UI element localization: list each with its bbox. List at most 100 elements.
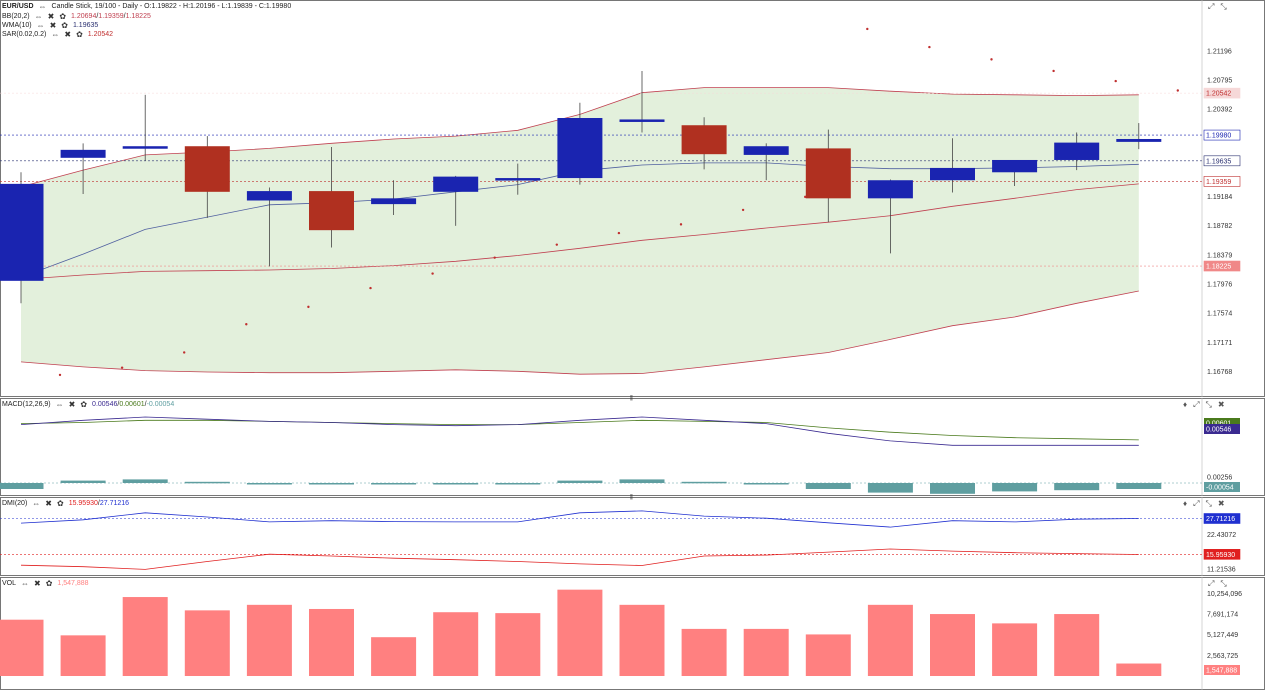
macd-line: [20, 416, 1139, 446]
close-icon[interactable]: ✖: [1217, 499, 1225, 508]
candle-body: [184, 146, 230, 192]
volume-bar: [60, 635, 106, 676]
close-icon[interactable]: ✖: [1217, 400, 1225, 409]
collapse-icon[interactable]: ⤡: [1220, 579, 1227, 588]
vol-value: 1,547,888: [57, 580, 89, 587]
close-icon[interactable]: ✖: [49, 21, 57, 30]
gear-icon[interactable]: ✿: [76, 30, 83, 39]
expand-icon[interactable]: ⤢: [1208, 2, 1215, 11]
candle: [309, 146, 354, 248]
close-icon[interactable]: ✖: [34, 579, 41, 588]
candle: [60, 143, 106, 194]
bollinger-mid-line: [20, 183, 1139, 280]
macd-name: MACD(12,26,9): [2, 401, 51, 408]
volume-bar: [743, 628, 789, 676]
volume-bar: [371, 637, 417, 676]
price-axis-tick: 1.19184: [1207, 194, 1232, 201]
candle-body: [60, 149, 106, 158]
price-tag-label: 1.19980: [1206, 133, 1231, 140]
bb-name: BB(20,2): [2, 13, 30, 20]
dmi-panel-frame: [0, 497, 1265, 576]
price-axis-tick: 1.17976: [1207, 282, 1232, 289]
panel-resize-handle[interactable]: ‖: [630, 495, 633, 502]
expand-icon[interactable]: ⤢: [1193, 499, 1200, 508]
collapse-icon[interactable]: ⤡: [1220, 2, 1227, 11]
candle-body: [681, 125, 727, 155]
close-icon[interactable]: ✖: [64, 30, 72, 39]
candle-body: [557, 118, 603, 179]
price-tag-box: [1203, 513, 1241, 524]
link-icon[interactable]: ⇔: [38, 2, 47, 11]
candle-body: [246, 191, 292, 201]
candle-body: [371, 198, 417, 205]
gear-icon[interactable]: ✿: [80, 400, 88, 409]
gear-icon[interactable]: ✿: [45, 579, 53, 588]
candle: [184, 136, 230, 218]
gear-icon[interactable]: ✿: [61, 21, 68, 30]
macd-histogram-bar: [681, 481, 727, 484]
macd-tag-box: [1204, 482, 1240, 492]
macd-histogram-bar: [433, 483, 479, 485]
volume-bar: [1116, 663, 1162, 676]
dmi-name: DMI(20): [2, 500, 28, 507]
macd-histogram-bar: [619, 479, 665, 483]
gear-icon[interactable]: ✿: [56, 499, 64, 508]
link-icon[interactable]: ⇔: [36, 21, 45, 30]
candle: [930, 138, 975, 193]
link-icon[interactable]: ⇔: [21, 579, 30, 588]
price-tag-box: [1203, 155, 1241, 167]
expand-icon[interactable]: ⤢: [1208, 579, 1215, 588]
sar-dot: [183, 351, 186, 354]
sar-dot: [369, 286, 372, 290]
sar-dot: [866, 27, 869, 31]
bollinger-band-area: [21, 87, 1139, 375]
macd-histogram-bar: [309, 483, 354, 485]
expand-icon[interactable]: ⤢: [1193, 400, 1200, 409]
link-icon[interactable]: ⇔: [32, 499, 41, 508]
candle: [1054, 132, 1100, 171]
vol-panel-header: VOL ⇔ ✖ ✿ 1,547,888: [2, 579, 89, 588]
vol-name: VOL: [2, 580, 17, 587]
price-tag-label: 1.19359: [1206, 179, 1231, 186]
price-axis-tick: 1.20795: [1207, 78, 1232, 85]
close-icon[interactable]: ✖: [68, 400, 76, 409]
candle-body: [0, 183, 44, 281]
dmi-window-controls: ♦ ⤢ ⤡ ✖: [1183, 499, 1225, 509]
candle: [1116, 123, 1162, 150]
price-axis-tick: 1.17574: [1207, 311, 1232, 318]
gear-icon[interactable]: ✿: [59, 12, 67, 21]
collapse-icon[interactable]: ⤡: [1205, 499, 1212, 508]
vol-axis-tick: 7,691,174: [1207, 612, 1238, 619]
vol-axis-tick: 10,254,096: [1207, 591, 1242, 598]
price-axis-tick: 1.16768: [1207, 369, 1232, 376]
symbol-label: EUR/USD: [2, 3, 34, 10]
price-tag-label: 15.95930: [1206, 552, 1235, 559]
move-up-icon[interactable]: ♦: [1183, 400, 1188, 409]
candle: [743, 143, 789, 181]
macd-tag-label: -0.00054: [1206, 485, 1234, 492]
macd-histogram-bar: [1054, 483, 1100, 491]
candle-body: [867, 180, 913, 199]
collapse-icon[interactable]: ⤡: [1205, 400, 1212, 409]
move-up-icon[interactable]: ♦: [1183, 499, 1188, 508]
sar-dot: [1176, 89, 1180, 92]
candle: [992, 159, 1038, 187]
price-tag-label: 1.20542: [1206, 91, 1231, 98]
price-tag-label: 1.18225: [1206, 264, 1231, 271]
vol-tag-box: [1204, 665, 1240, 675]
link-icon[interactable]: ⇔: [34, 12, 43, 21]
candle-body: [309, 191, 354, 231]
bollinger-lower-line: [20, 290, 1139, 375]
link-icon[interactable]: ⇔: [51, 30, 60, 39]
close-icon[interactable]: ✖: [45, 499, 52, 508]
price-axis-tick: 1.18782: [1207, 223, 1232, 230]
panel-resize-handle[interactable]: ‖: [630, 396, 633, 403]
price-tag-label: 27.71216: [1206, 516, 1235, 523]
di-minus-line: [20, 548, 1139, 570]
candle-body: [743, 146, 789, 155]
close-icon[interactable]: ✖: [47, 12, 55, 21]
vol-axis-tick: 5,127,449: [1207, 632, 1238, 639]
link-icon[interactable]: ⇔: [55, 400, 64, 409]
candle: [805, 129, 851, 223]
